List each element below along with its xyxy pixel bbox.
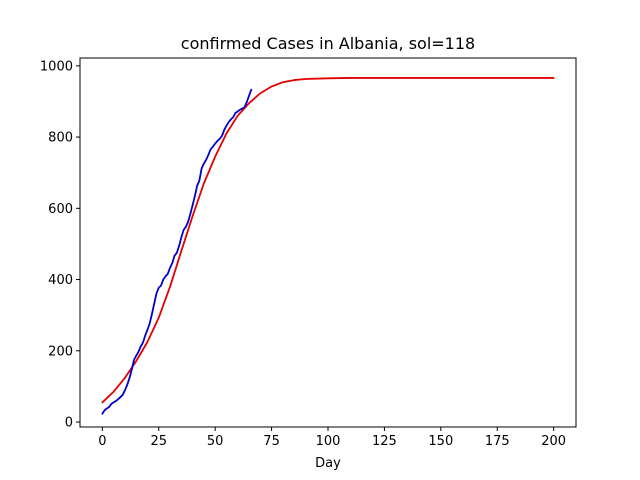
y-tick-label: 800 xyxy=(48,131,73,146)
y-tick-label: 200 xyxy=(48,344,73,359)
y-tick-label: 1000 xyxy=(40,59,73,74)
x-tick-label: 0 xyxy=(98,434,106,449)
x-tick-label: 150 xyxy=(428,434,453,449)
y-tick-label: 400 xyxy=(48,273,73,288)
x-tick-label: 175 xyxy=(485,434,510,449)
x-tick-label: 200 xyxy=(541,434,566,449)
y-tick-label: 0 xyxy=(65,416,73,431)
plot-area: 0 25 50 75 100 125 150 175 200 0 200 400 600 800 1000 xyxy=(40,57,577,449)
x-tick-label: 50 xyxy=(207,434,224,449)
x-tick-label: 25 xyxy=(150,434,167,449)
data-line xyxy=(101,88,253,415)
fit-curve-line xyxy=(101,77,555,404)
x-tick-label: 100 xyxy=(316,434,341,449)
y-tick-label: 600 xyxy=(48,202,73,217)
x-tick-label: 75 xyxy=(263,434,280,449)
x-tick-label: 125 xyxy=(372,434,397,449)
chart-title: confirmed Cases in Albania, sol=118 xyxy=(181,34,475,53)
x-axis-label: Day xyxy=(315,456,341,471)
